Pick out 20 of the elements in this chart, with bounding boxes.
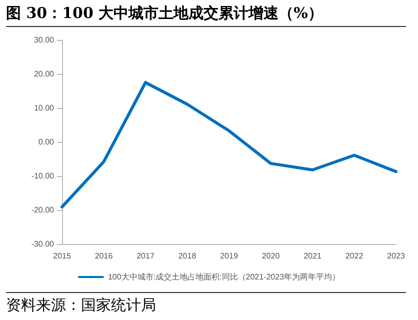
x-tick-label: 2016 xyxy=(94,252,114,260)
y-tick-label: 30.00 xyxy=(34,36,55,44)
y-tick-label: -20.00 xyxy=(31,206,55,214)
y-tick-label: 20.00 xyxy=(34,70,55,78)
y-tick-label: -10.00 xyxy=(31,172,55,180)
chart-title: 图 30：100 大中城市土地成交累计增速（%） xyxy=(6,4,406,27)
legend-label: 100大中城市:成交土地占地面积:同比（2021-2023年为两年平均） xyxy=(108,272,340,282)
y-tick-label: 10.00 xyxy=(34,104,55,112)
x-tick-label: 2023 xyxy=(387,252,406,260)
x-tick-label: 2018 xyxy=(178,252,197,260)
y-tick-label: 0.00 xyxy=(38,138,55,146)
x-tick-label: 2022 xyxy=(345,252,364,260)
y-tick-label: -30.00 xyxy=(31,240,55,248)
x-tick-label: 2015 xyxy=(53,252,72,260)
line-series xyxy=(60,81,398,208)
x-tick-label: 2019 xyxy=(220,252,238,260)
x-tick-label: 2020 xyxy=(262,252,280,260)
text: 资料来源：国家统计局 xyxy=(6,292,406,315)
x-tick-label: 2021 xyxy=(304,252,322,260)
x-tick-label: 2017 xyxy=(136,252,155,260)
